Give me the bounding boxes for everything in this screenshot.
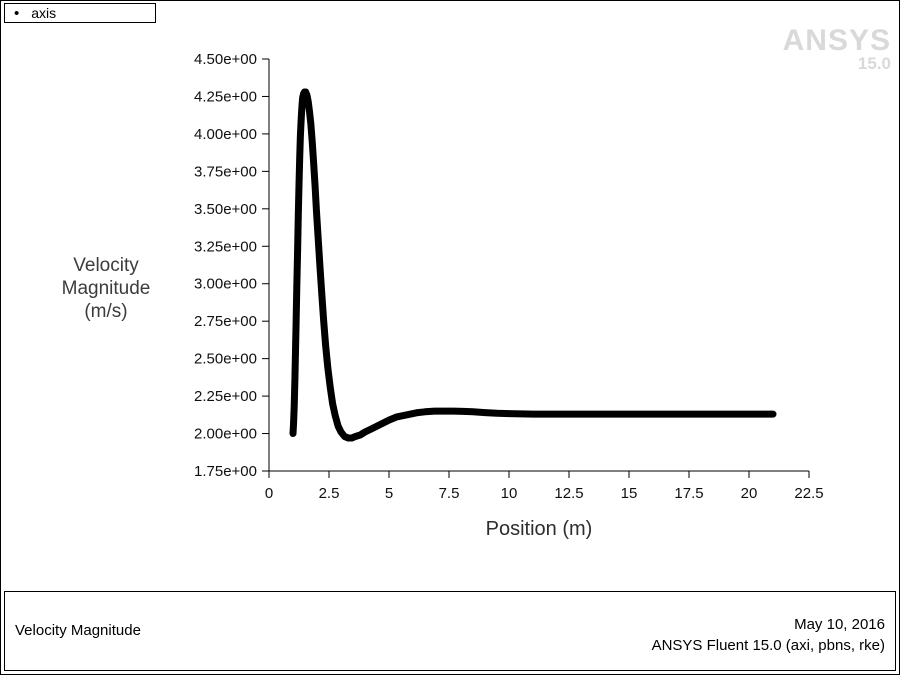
y-tick-label: 3.00e+00 xyxy=(194,276,257,293)
footer-plot-title: Velocity Magnitude xyxy=(15,622,141,639)
x-tick-label: 15 xyxy=(621,485,638,502)
y-axis-title: Velocity Magnitude (m/s) xyxy=(31,254,181,324)
footer-app-version: ANSYS Fluent 15.0 (axi, pbns, rke) xyxy=(651,637,885,654)
watermark-brand: ANSYS xyxy=(782,24,891,57)
legend-box: • axis xyxy=(4,3,156,23)
x-tick-label: 20 xyxy=(741,485,758,502)
watermark-version: 15.0 xyxy=(857,53,891,73)
x-tick-label: 7.5 xyxy=(439,485,460,502)
y-tick-label: 3.50e+00 xyxy=(194,201,257,218)
series-marker-icon: • xyxy=(14,4,20,22)
y-tick-label: 1.75e+00 xyxy=(194,463,257,480)
series-axis-curve xyxy=(289,88,777,442)
y-tick-label: 2.50e+00 xyxy=(194,351,257,368)
y-tick-label: 2.00e+00 xyxy=(194,426,257,443)
legend-series-label: axis xyxy=(31,5,57,21)
x-axis-title: Position (m) xyxy=(485,518,593,540)
x-tick-label: 2.5 xyxy=(319,485,340,502)
y-axis-title-line3: (m/s) xyxy=(84,301,128,323)
footer-right-block: May 10, 2016 ANSYS Fluent 15.0 (axi, pbn… xyxy=(652,614,885,656)
footer-bar: Velocity Magnitude May 10, 2016 ANSYS Fl… xyxy=(4,591,896,671)
x-tick-label: 10 xyxy=(501,485,518,502)
x-tick-label: 0 xyxy=(265,485,273,502)
y-axis-title-line1: Velocity xyxy=(73,255,139,276)
y-axis-title-line2: Magnitude xyxy=(61,278,151,300)
y-tick-label: 3.25e+00 xyxy=(194,238,257,255)
xy-plot: 1.75e+00 2.00e+00 2.25e+00 2.50e+00 2.75e+00… xyxy=(194,51,824,502)
x-tick-label: 22.5 xyxy=(794,485,823,502)
y-tick-label: 2.75e+00 xyxy=(194,313,257,330)
y-tick-label: 4.25e+00 xyxy=(194,88,257,105)
ansys-watermark: ANSYS 15.0 xyxy=(782,24,891,73)
x-tick-label: 17.5 xyxy=(674,485,703,502)
y-tick-label: 4.00e+00 xyxy=(194,126,257,143)
y-tick-label: 4.50e+00 xyxy=(194,51,257,68)
y-tick-label: 2.25e+00 xyxy=(194,388,257,405)
y-tick-label: 3.75e+00 xyxy=(194,163,257,180)
x-tick-label: 12.5 xyxy=(554,485,583,502)
footer-date: May 10, 2016 xyxy=(794,616,885,633)
x-tick-label: 5 xyxy=(385,485,393,502)
